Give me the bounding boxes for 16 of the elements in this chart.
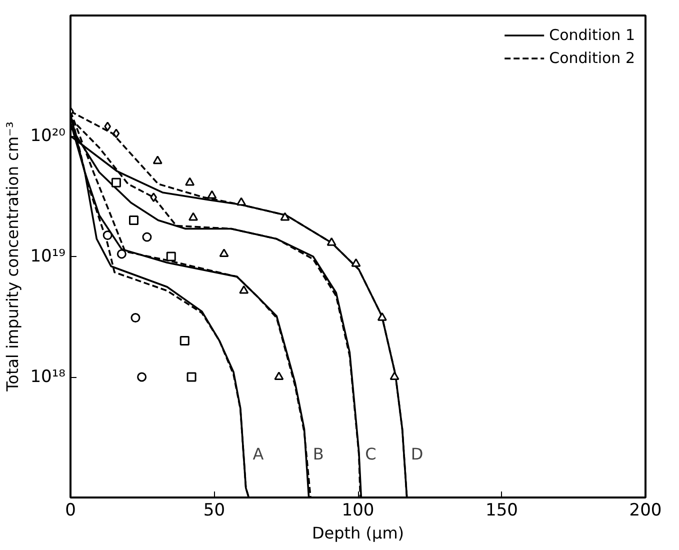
y-tick-label: 10¹⁸ <box>30 367 66 387</box>
legend-label: Condition 2 <box>549 49 635 67</box>
y-axis-title: Total impurity concentration cm⁻³ <box>3 122 22 392</box>
annotation: B <box>312 444 324 464</box>
x-axis-title: Depth (μm) <box>312 524 404 542</box>
x-tick-label: 50 <box>203 500 226 520</box>
annotation: D <box>410 444 424 464</box>
y-tick-label: 10²⁰ <box>30 126 66 146</box>
annotation: C <box>365 444 376 464</box>
y-tick-label: 10¹⁹ <box>30 246 66 266</box>
annotation: A <box>252 444 264 464</box>
x-tick-label: 100 <box>342 500 374 520</box>
x-tick-label: 0 <box>65 500 76 520</box>
legend-label: Condition 1 <box>549 26 635 44</box>
x-tick-label: 200 <box>629 500 662 520</box>
x-tick-label: 150 <box>486 500 518 520</box>
